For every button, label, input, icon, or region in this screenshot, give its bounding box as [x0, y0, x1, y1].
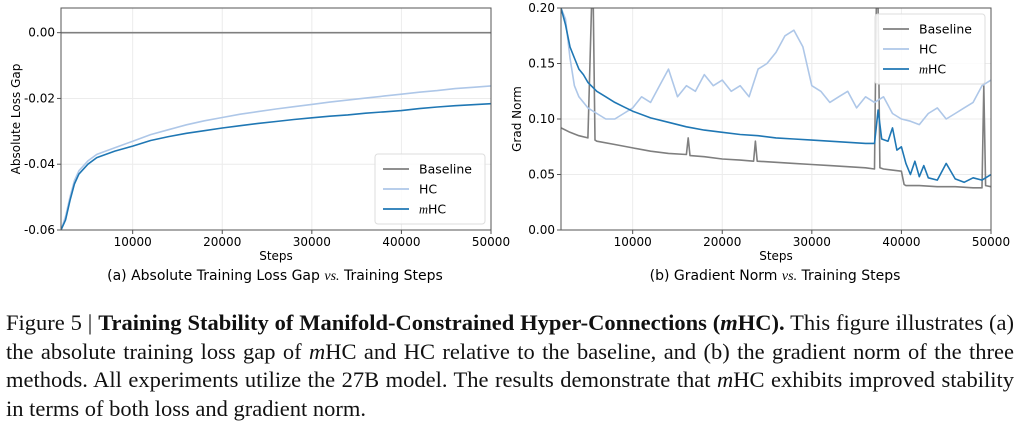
subplot-caption: (a) Absolute Training Loss Gap vs. Train… [107, 268, 443, 284]
figure-charts: 10000 20000 30000 40000 50000 -0.06 -0.04 -0.02… [9, 1, 1010, 284]
y-tick-label: 0.00 [528, 223, 555, 237]
subplot-caption: (b) Gradient Norm vs. Training Steps [650, 268, 901, 284]
legend-box [374, 153, 486, 225]
legend-box [874, 13, 986, 85]
y-tick-label: -0.06 [24, 223, 55, 237]
x-tick-label: 50000 [472, 235, 510, 249]
x-axis-label: Steps [759, 249, 793, 263]
legend-label-rest: HC [428, 202, 446, 217]
x-tick-label: 50000 [972, 235, 1010, 249]
series-line-baseline [561, 8, 991, 189]
legend-label-hc: HC [919, 42, 937, 57]
x-tick-label: 20000 [203, 235, 241, 249]
series-line-mhc [561, 8, 991, 184]
y-tick-label: -0.02 [24, 91, 55, 105]
series-line-hc [61, 85, 491, 230]
figure-caption-text-2: HC and HC relative to the baseline, and … [6, 338, 1014, 393]
figure-caption-italic-m1: m [308, 338, 326, 364]
legend-label-baseline: Baseline [419, 162, 472, 177]
chart-loss-gap: 10000 20000 30000 40000 50000 -0.06 -0.04 -0.02… [9, 7, 510, 284]
series-line-mhc [61, 102, 491, 230]
x-axis-label: Steps [259, 249, 293, 263]
y-tick-label: 0.15 [528, 57, 555, 71]
legend-label-italic: m [419, 203, 428, 217]
subplot-caption-part: (a) Absolute Training Loss Gap [107, 268, 324, 284]
y-tick-label: -0.04 [24, 157, 55, 171]
legend-label-mhc: mHC [419, 202, 446, 217]
figure-caption-title: Training Stability of Manifold-Constrain… [98, 310, 784, 335]
x-tick-label: 30000 [293, 235, 331, 249]
figure-caption-italic-m2: m [717, 367, 734, 392]
subplot-caption-part: Training Steps [797, 268, 900, 284]
legend-label-rest: HC [928, 62, 946, 77]
legend-label-hc: HC [419, 182, 437, 197]
figure-caption-prefix: Figure 5 | [6, 310, 99, 335]
figure-caption-title-part2: HC). [737, 310, 785, 335]
chart-grad-norm: 10000 20000 30000 40000 50000 0.00 0.05 0.10 0.1… [510, 1, 1010, 284]
figure-caption-text-1: This figure illustrates (a) the absolute… [6, 310, 1014, 364]
x-tick-label: 10000 [114, 235, 152, 249]
y-axis-label: Grad Norm [510, 86, 524, 152]
y-tick-label: 0.00 [28, 26, 55, 40]
subplot-caption-vs: vs. [782, 269, 797, 284]
subplot-caption-part: (b) Gradient Norm [650, 268, 782, 284]
legend-label-baseline: Baseline [919, 22, 972, 37]
subplot-caption-part: Training Steps [340, 268, 443, 284]
figure-caption-title-part1: Training Stability of Manifold-Constrain… [98, 310, 721, 335]
y-tick-label: 0.05 [528, 168, 555, 182]
legend-label-italic: m [919, 63, 928, 77]
x-tick-label: 30000 [793, 235, 831, 249]
x-tick-label: 40000 [382, 235, 420, 249]
plot-frame [60, 7, 492, 231]
legend-label-mhc: mHC [919, 62, 946, 77]
y-tick-label: 0.20 [528, 1, 555, 15]
figure-caption-title-italic: m [720, 310, 738, 335]
figure-caption-text-3: HC exhibits improved stability in terms … [6, 367, 1014, 421]
subplot-caption-vs: vs. [324, 269, 339, 284]
figure-caption: Figure 5 | Training Stability of Manifol… [6, 309, 1014, 423]
x-tick-label: 40000 [882, 235, 920, 249]
y-tick-label: 0.10 [528, 112, 555, 126]
series-line-hc [561, 8, 991, 126]
x-tick-label: 10000 [614, 235, 652, 249]
y-axis-label: Absolute Loss Gap [9, 64, 23, 175]
x-tick-label: 20000 [703, 235, 741, 249]
